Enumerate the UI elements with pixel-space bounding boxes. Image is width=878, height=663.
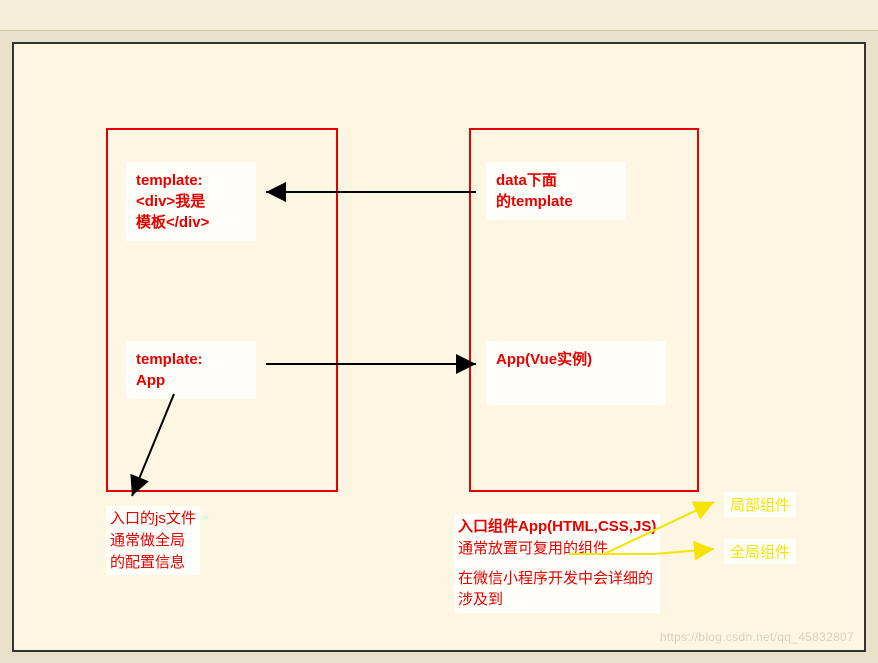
label-local-component: 局部组件 bbox=[724, 492, 796, 517]
label-global-component: 全局组件 bbox=[724, 539, 796, 564]
text: 通常放置可复用的组件 bbox=[458, 540, 608, 557]
text: App bbox=[136, 372, 165, 389]
top-bar bbox=[0, 0, 878, 31]
text: 模板</div> bbox=[136, 214, 209, 231]
node-app-vue: App(Vue实例) bbox=[486, 341, 666, 405]
right-caption: 入口组件App(HTML,CSS,JS) 通常放置可复用的组件 在微信小程序开发… bbox=[454, 514, 660, 613]
text: App(Vue实例) bbox=[496, 351, 592, 368]
text: 在微信小程序开发中会详细的 bbox=[458, 570, 653, 587]
text: template: bbox=[136, 172, 203, 189]
text: <div>我是 bbox=[136, 193, 205, 210]
diagram-canvas: template: <div>我是 模板</div> template: App… bbox=[12, 42, 866, 652]
text: 的template bbox=[496, 193, 573, 210]
text: 涉及到 bbox=[458, 591, 503, 608]
node-template-div: template: <div>我是 模板</div> bbox=[126, 162, 256, 241]
left-caption: 入口的js文件 通常做全局 的配置信息 bbox=[106, 506, 200, 575]
text: data下面 bbox=[496, 172, 557, 189]
frame: template: <div>我是 模板</div> template: App… bbox=[0, 0, 878, 663]
node-template-app: template: App bbox=[126, 341, 256, 399]
node-data-template: data下面 的template bbox=[486, 162, 626, 220]
text: 入口的js文件 bbox=[110, 510, 196, 527]
text: 通常做全局 bbox=[110, 532, 185, 549]
text: template: bbox=[136, 351, 203, 368]
text: 的配置信息 bbox=[110, 554, 185, 571]
text: 入口组件App(HTML,CSS,JS) bbox=[458, 518, 656, 535]
watermark: https://blog.csdn.net/qq_45832807 bbox=[660, 630, 854, 644]
